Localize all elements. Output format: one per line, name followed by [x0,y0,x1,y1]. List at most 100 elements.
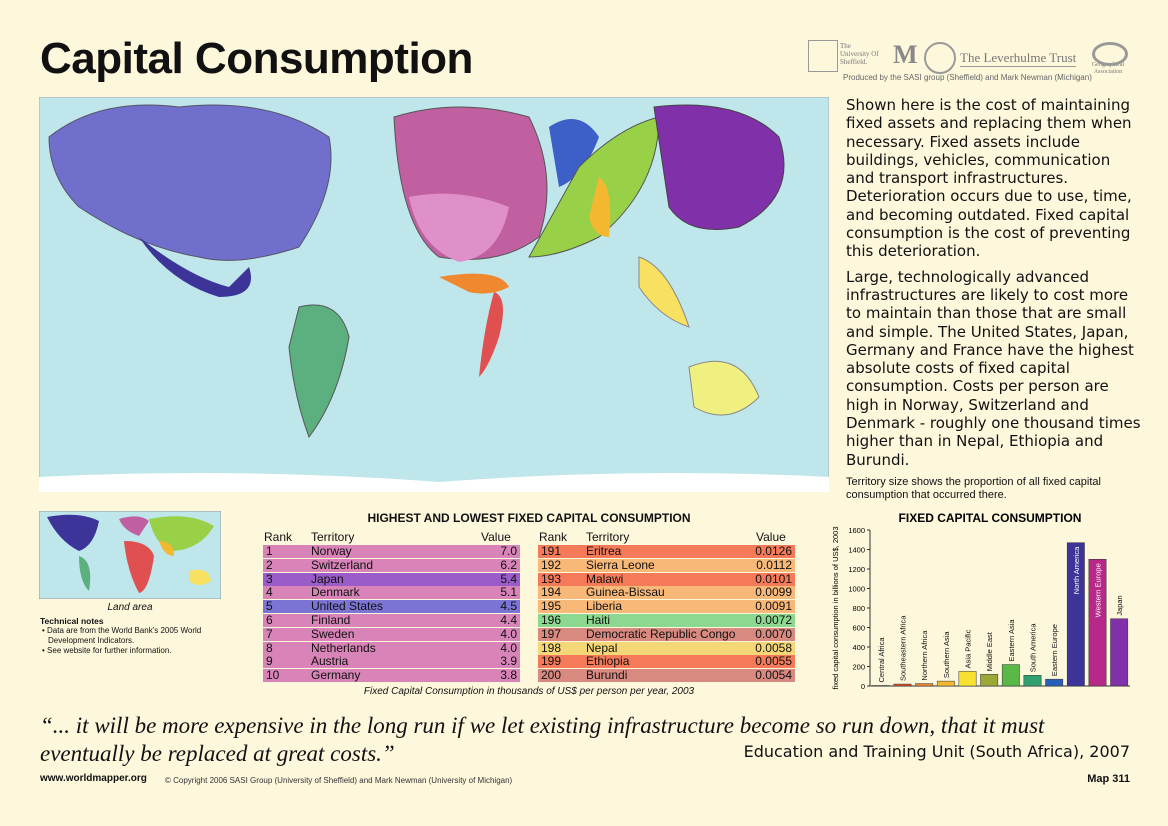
territory-cell: Nepal [586,640,618,655]
crest [808,40,838,72]
x-tick-label: Eastern Europe [1050,624,1059,676]
inset-map [39,511,221,599]
rank-cell: 4 [266,585,273,600]
cartogram [39,97,829,492]
rank-cell: 8 [266,640,273,655]
rank-cell: 7 [266,626,273,641]
description: Shown here is the cost of maintaining fi… [846,96,1141,502]
x-tick-label: Western Europe [1094,563,1103,617]
table-row [538,586,795,600]
m-logo: M [893,40,918,69]
credit: Produced by the SASI group (Sheffield) a… [843,73,1092,82]
value-cell: 4.0 [500,640,517,655]
table-row [538,572,795,586]
y-tick-label: 0 [861,682,865,691]
column-header: Value [756,530,786,544]
table-row [263,545,520,558]
territory-cell: Ethiopia [586,654,630,669]
table-row [263,669,520,683]
value-cell: 5.4 [500,571,517,586]
quote: “... it will be more expensive in the lo… [40,713,1045,766]
value-cell: 0.0101 [755,571,792,586]
rank-cell: 192 [541,557,562,572]
value-cell: 6.2 [500,557,517,572]
y-tick-label: 1400 [848,546,865,555]
territory-cell: Norway [311,544,352,558]
y-tick-label: 600 [852,624,865,633]
column-header: Territory [311,530,355,544]
territory-cell: Sierra Leone [586,557,655,572]
rank-cell: 199 [541,654,562,669]
y-axis-label: fixed capital consumption in billions of… [831,526,840,689]
bar [1066,542,1085,687]
territory-cell: Netherlands [311,640,376,655]
territory-cell: Liberia [586,599,623,614]
paragraph: Large, technologically advanced infrastr… [846,267,1141,469]
x-tick-label: South America [1029,623,1038,673]
value-cell: 4.0 [500,626,517,641]
column-header: Rank [264,530,293,544]
territory-cell: Denmark [311,585,360,600]
value-cell: 4.5 [500,599,517,614]
technical-notes: Technical notes • Data are from the Worl… [40,616,240,656]
table-row [263,558,520,572]
x-tick-label: Central Africa [877,637,886,683]
territory-cell: Malawi [586,571,624,586]
rank-cell: 1 [266,544,273,558]
value-cell: 0.0054 [755,668,792,683]
table-title: HIGHEST AND LOWEST FIXED CAPITAL CONSUMP… [367,511,691,525]
value-cell: 0.0070 [755,626,792,641]
value-cell: 0.0099 [755,585,792,600]
rank-cell: 200 [541,668,562,683]
y-tick-label: 1000 [848,585,865,594]
territory-cell: Austria [311,654,349,669]
territory-cell: United States [311,599,384,614]
value-cell: 4.4 [500,613,517,627]
value-cell: 0.0091 [755,599,792,614]
rank-cell: 196 [541,613,562,627]
bar [1023,675,1042,687]
x-tick-label: Middle East [985,631,994,671]
bar [1088,559,1107,687]
logo: The Leverhulme Trust [960,50,1077,67]
x-tick-label: Asia Pacific [964,629,973,668]
note: Territory size shows the proportion of a… [846,475,1101,501]
note-item: • Data are from the World Bank's 2005 Wo… [42,626,202,645]
table-row [263,627,520,641]
rank-cell: 195 [541,599,562,614]
rank-cell: 197 [541,626,562,641]
seal [924,42,956,74]
x-tick-label: North America [1072,546,1081,594]
notes-title: Technical notes [40,616,104,626]
territory-cell: Democratic Republic Congo [586,626,736,641]
value-cell: 0.0058 [755,640,792,655]
table-row [263,641,520,655]
copyright: © Copyright 2006 SASI Group (University … [165,776,513,785]
bar [1001,664,1020,687]
column-header: Rank [539,530,568,544]
table-row [538,600,795,614]
value-cell: 0.0055 [755,654,792,669]
logo: The University Of Sheffield. [840,42,879,66]
paragraph: Shown here is the cost of maintaining fi… [846,96,1132,261]
value-cell: 5.1 [500,585,517,600]
rank-cell: 194 [541,585,562,600]
note-text: Data are from the World Bank's 2005 Worl… [47,626,202,645]
territory-cell: Finland [311,613,351,627]
bar-chart: FIXED CAPITAL CONSUMPTION fixed capital c… [831,511,1130,691]
bar [915,683,934,687]
rank-cell: 9 [266,654,273,669]
note-item: • See website for further information. [42,646,172,655]
territory-cell: Germany [311,668,361,683]
y-tick-label: 200 [852,663,865,672]
value-cell: 0.0112 [756,557,792,572]
bar [936,680,955,687]
ga-mark [1092,42,1128,66]
site: www.worldmapper.org [40,773,147,784]
territory-cell: Switzerland [311,557,374,572]
table-row [263,614,520,627]
x-tick-label: Southeastern Africa [899,615,908,681]
table-row [263,600,520,614]
map-number: Map 311 [1087,773,1130,785]
territory-cell: Burundi [586,668,628,683]
